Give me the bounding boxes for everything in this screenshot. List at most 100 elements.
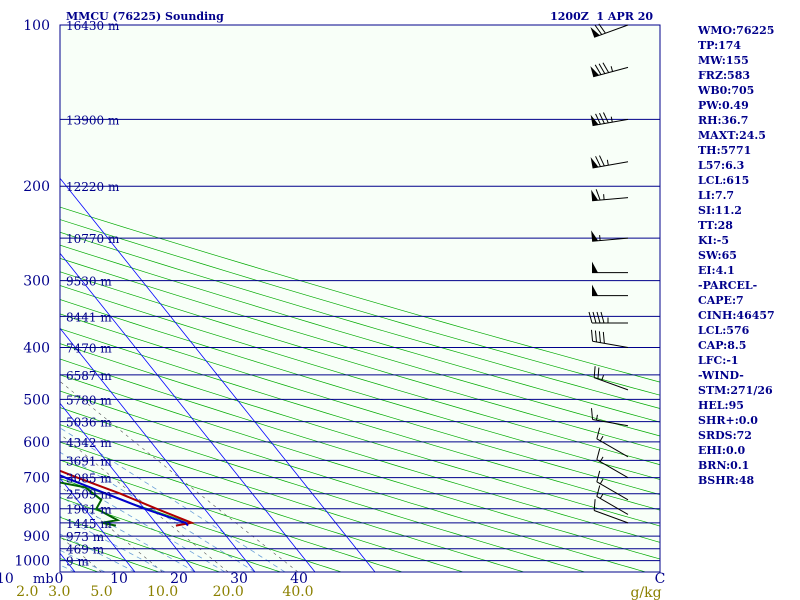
wind-barb-staff <box>594 510 629 524</box>
chart-title: MMCU (76225) Sounding <box>66 10 224 23</box>
dry-adiabat <box>60 219 660 396</box>
wind-barb-pennant <box>590 26 600 38</box>
sounding-index: KI:-5 <box>698 234 729 247</box>
height-label: 2509 m <box>66 488 112 502</box>
wind-barb-full-flag <box>595 113 601 125</box>
isotherms <box>0 25 376 572</box>
height-label: 10770 m <box>66 232 120 246</box>
sounding-index: FRZ:583 <box>698 69 751 82</box>
wind-barb-staff <box>594 377 629 391</box>
sounding-index: RH:36.7 <box>698 114 749 127</box>
wind-barb-half-flag <box>601 374 605 381</box>
wind-barb-pennant <box>592 284 598 296</box>
sounding-index: CAP:8.5 <box>698 339 747 352</box>
wind-barb-half-flag <box>610 116 613 123</box>
sounding-index: TT:28 <box>698 219 733 232</box>
dry-adiabat <box>60 231 660 409</box>
sounding-index: SRDS:72 <box>698 429 752 442</box>
dry-adiabat <box>60 358 660 543</box>
isotherm <box>60 177 376 572</box>
dry-adiabat <box>60 285 660 466</box>
isotherm <box>60 327 256 572</box>
dry-adiabat <box>60 516 220 572</box>
wind-barb-full-flag <box>598 63 606 74</box>
wind-barb <box>590 112 629 127</box>
pressure-tick-label: 200 <box>23 179 50 195</box>
wind-barb-full-flag <box>593 499 596 511</box>
sounding-index: LCL:576 <box>698 324 750 337</box>
wind-barb-full-flag <box>596 311 601 324</box>
wind-barb <box>588 311 628 324</box>
wind-barb-full-flag <box>597 367 600 380</box>
height-label: 7470 m <box>66 341 112 355</box>
wind-barb <box>590 23 629 38</box>
sounding-index: EI:4.1 <box>698 264 735 277</box>
sounding-index: LFC:-1 <box>698 354 739 367</box>
sounding-indices-panel: WMO:76225 TP:174 MW:155 FRZ:583 WB0:705 PW:0.… <box>698 23 798 488</box>
wind-barb-staff <box>596 459 629 479</box>
sounding-index: PW:0.49 <box>698 99 749 112</box>
height-label: 13900 m <box>66 113 120 127</box>
mixing-ratio-tick-label: 40.0 <box>282 584 313 600</box>
isotherm <box>0 25 15 572</box>
wind-barb-staff <box>592 118 629 127</box>
wind-barb-full-flag <box>596 448 601 460</box>
dry-adiabat <box>60 497 281 572</box>
sounding-index: BSHR:48 <box>698 474 755 487</box>
wind-barb-full-flag <box>602 331 605 344</box>
wind-barb-staff <box>596 496 629 515</box>
wind-barb <box>592 284 628 297</box>
wind-barb <box>596 448 629 479</box>
wind-barb <box>592 261 628 274</box>
mixing-ratio-tick-label: 2.0 <box>16 584 38 600</box>
wind-barb-half-flag <box>610 66 614 72</box>
mixing-ratio-tick-label: 10.0 <box>147 584 178 600</box>
pressure-tick-label: 900 <box>23 529 50 545</box>
dry-adiabat <box>0 25 37 572</box>
temperature-tick-label: 10 <box>110 571 128 587</box>
wind-barb-pennant <box>592 261 598 273</box>
wind-barb <box>596 470 629 501</box>
mixing-ratio-tick-label: 20.0 <box>213 584 244 600</box>
temperature-tick-label: 20 <box>170 571 188 587</box>
height-label: 6587 m <box>66 369 112 383</box>
wind-barb-pennant <box>590 157 599 168</box>
wind-barb-half-flag <box>595 414 598 421</box>
dry-adiabat <box>60 206 660 383</box>
wind-barb-staff <box>592 340 629 348</box>
pressure-tick-label: 1000 <box>14 554 50 570</box>
wind-barb-full-flag <box>595 156 601 167</box>
dry-adiabat <box>60 328 660 511</box>
wind-barb <box>593 366 629 391</box>
plot-area <box>0 25 660 572</box>
wind-barb-full-flag <box>594 64 602 75</box>
dry-adiabat <box>60 441 464 572</box>
dry-adiabat <box>60 244 660 423</box>
wind-barb-full-flag <box>593 366 596 378</box>
wind-barb-half-flag <box>599 493 604 499</box>
wind-barb-full-flag <box>599 155 605 167</box>
pressure-tick-label: 700 <box>23 471 50 487</box>
mixing-ratio-tick-label: 5.0 <box>90 584 112 600</box>
wind-barb-full-flag <box>598 331 601 343</box>
height-label: 3085 m <box>66 472 112 486</box>
wind-barb-full-flag <box>598 23 606 34</box>
height-label: 469 m <box>66 543 105 557</box>
dry-adiabat <box>60 313 660 496</box>
wind-barb <box>590 155 629 169</box>
dry-adiabat <box>60 271 660 451</box>
sounding-index: L57:6.3 <box>698 159 745 172</box>
wind-barb-pennant <box>590 114 599 126</box>
sounding-index: MAXT:24.5 <box>698 129 766 142</box>
temperature-tick-label: −10 <box>0 571 14 587</box>
dry-adiabat <box>60 407 585 572</box>
parcel-profile-line <box>60 474 189 527</box>
wind-barbs <box>588 23 629 524</box>
sounding-index: LCL:615 <box>698 174 750 187</box>
wind-barb-staff <box>592 419 629 427</box>
mixing-ratio-unit-label: g/kg <box>630 585 661 600</box>
pressure-tick-label: 800 <box>23 502 50 518</box>
height-label: 973 m <box>66 530 105 544</box>
